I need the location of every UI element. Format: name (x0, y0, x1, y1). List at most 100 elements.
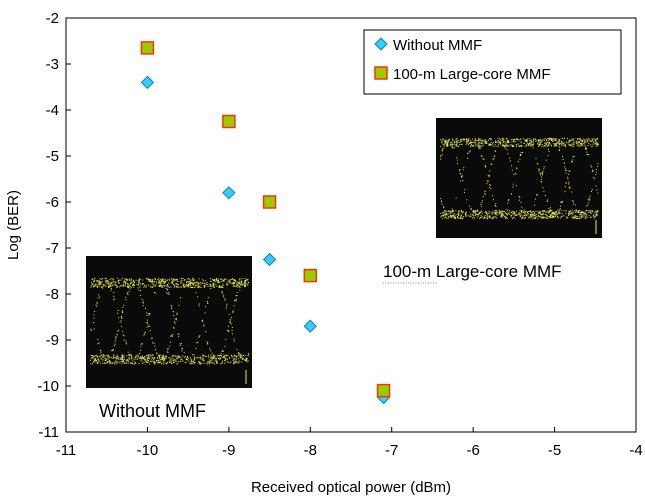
data-point-large-core-mmf (222, 114, 236, 129)
eye-trace-dot (114, 343, 116, 345)
eye-trace-dot (196, 357, 198, 359)
eye-trace-dot (113, 292, 115, 293)
eye-trace-dot (145, 359, 147, 360)
eye-trace-dot (443, 206, 445, 208)
eye-trace-dot (566, 138, 568, 140)
eye-trace-dot (512, 144, 514, 146)
eye-trace-dot (467, 215, 469, 217)
eye-trace-dot (244, 277, 246, 279)
eye-trace-dot (572, 156, 574, 158)
eye-trace-dot (186, 358, 188, 359)
eye-trace-dot (122, 358, 124, 360)
eye-trace-dot (173, 362, 174, 363)
eye-trace-dot (564, 186, 566, 188)
eye-trace-dot (160, 285, 161, 287)
eye-trace-dot (520, 142, 522, 144)
eye-trace-dot (239, 283, 241, 285)
eye-trace-dot (484, 138, 486, 140)
x-tick-label: -11 (56, 442, 77, 459)
plot-frame (65, 17, 637, 433)
x-tick-label: -4 (629, 442, 642, 459)
eye-trace-dot (241, 281, 242, 283)
eye-trace-dot (192, 279, 194, 281)
eye-trace-dot (489, 215, 491, 217)
eye-trace-dot (470, 145, 472, 147)
eye-trace-dot (450, 217, 452, 218)
eye-trace-dot (461, 210, 462, 212)
eye-trace-dot (106, 357, 108, 359)
eye-trace-dot (575, 216, 577, 218)
eye-trace-dot (586, 217, 588, 219)
eye-trace-dot (470, 207, 472, 209)
eye-trace-dot (225, 338, 227, 340)
eye-trace-dot (447, 140, 449, 142)
eye-trace-dot (127, 351, 129, 353)
eye-trace-dot (214, 279, 216, 281)
eye-trace-dot (226, 305, 228, 307)
eye-trace-dot (572, 212, 573, 214)
eye-trace-dot (145, 355, 147, 356)
eye-trace-dot (489, 138, 491, 140)
eye-trace-dot (557, 209, 559, 211)
eye-trace-dot (168, 360, 170, 362)
eye-trace-dot (112, 281, 114, 283)
eye-trace-dot (154, 345, 156, 347)
eye-trace-dot (219, 286, 221, 288)
eye-trace-dot (552, 216, 554, 218)
eye-trace-dot (500, 139, 502, 141)
eye-trace-dot (493, 212, 495, 214)
eye-trace-dot (168, 292, 170, 294)
eye-trace-dot (124, 278, 126, 280)
eye-trace-dot (170, 359, 172, 361)
eye-trace-dot (152, 286, 154, 288)
eye-trace-dot (244, 284, 246, 286)
eye-trace-dot (526, 140, 528, 142)
eye-trace-dot (496, 217, 497, 219)
eye-trace-dot (596, 144, 598, 145)
eye-trace-dot (225, 354, 227, 356)
eye-trace-dot (452, 140, 454, 142)
eye-trace-dot (239, 354, 241, 356)
eye-trace-dot (198, 357, 200, 359)
eye-trace-dot (580, 213, 581, 215)
eye-trace-dot (521, 217, 523, 219)
eye-trace-dot (207, 286, 209, 288)
eye-trace-dot (97, 363, 99, 364)
eye-trace-dot (447, 213, 449, 215)
eye-trace-dot (503, 145, 505, 146)
eye-trace-dot (554, 214, 556, 215)
eye-trace-dot (103, 284, 104, 286)
eye-trace-dot (105, 362, 107, 364)
eye-trace-dot (586, 205, 588, 207)
eye-trace-dot (446, 140, 447, 142)
eye-trace-dot (106, 282, 108, 284)
eye-trace-dot (569, 211, 571, 213)
eye-trace-dot (587, 145, 589, 147)
eye-trace-dot (197, 341, 199, 343)
eye-trace-dot (152, 280, 154, 282)
eye-trace-dot (594, 139, 596, 141)
eye-trace-dot (513, 145, 514, 147)
eye-trace-dot (193, 363, 195, 365)
eye-trace-dot (244, 285, 246, 287)
eye-trace-dot (198, 278, 200, 280)
eye-trace-dot (127, 294, 129, 295)
eye-trace-dot (588, 209, 590, 211)
eye-trace-dot (551, 213, 553, 215)
eye-trace-dot (206, 362, 208, 364)
eye-trace-dot (246, 279, 248, 281)
eye-trace-dot (592, 145, 594, 147)
eye-trace-dot (503, 145, 505, 147)
legend-marker-diamond (374, 37, 388, 51)
eye-trace-dot (115, 337, 117, 339)
eye-trace-dot (588, 210, 590, 212)
eye-trace-dot (475, 210, 477, 212)
eye-trace-dot (176, 286, 178, 288)
eye-trace-dot (546, 143, 547, 145)
eye-trace-dot (216, 357, 217, 359)
eye-trace-dot (553, 138, 555, 140)
eye-trace-dot (238, 360, 240, 362)
eye-trace-dot (475, 212, 476, 214)
eye-trace-dot (128, 279, 130, 281)
eye-trace-dot (527, 143, 529, 145)
